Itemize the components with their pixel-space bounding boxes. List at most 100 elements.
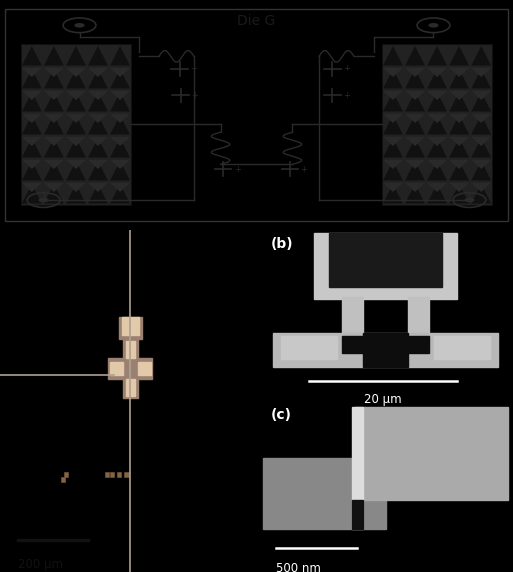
Polygon shape (110, 115, 130, 134)
Polygon shape (44, 184, 64, 204)
Polygon shape (427, 184, 447, 204)
Polygon shape (88, 138, 108, 157)
Bar (382, 43, 492, 205)
Polygon shape (471, 137, 491, 146)
Polygon shape (405, 91, 425, 100)
Polygon shape (66, 160, 86, 169)
Bar (64, 472, 68, 477)
Polygon shape (44, 183, 64, 192)
Polygon shape (427, 69, 447, 89)
Polygon shape (405, 69, 425, 89)
Polygon shape (66, 69, 86, 89)
Circle shape (38, 198, 49, 202)
Text: (a): (a) (10, 240, 32, 254)
Text: +: + (343, 91, 350, 100)
Polygon shape (405, 138, 425, 157)
Polygon shape (44, 114, 64, 123)
Polygon shape (22, 183, 42, 192)
Bar (123, 339, 138, 398)
Polygon shape (66, 138, 86, 157)
Bar (355, 407, 508, 500)
Polygon shape (427, 161, 447, 181)
Polygon shape (22, 184, 42, 204)
Polygon shape (44, 137, 64, 146)
Polygon shape (471, 160, 491, 169)
Polygon shape (471, 91, 491, 100)
Text: +: + (301, 165, 307, 173)
Polygon shape (22, 92, 42, 112)
Polygon shape (405, 92, 425, 112)
Polygon shape (449, 183, 469, 192)
Polygon shape (66, 183, 86, 192)
Text: 500 nm: 500 nm (276, 562, 321, 572)
Bar (116, 472, 121, 477)
Bar (263, 458, 386, 530)
Bar (126, 341, 135, 358)
Polygon shape (471, 46, 491, 66)
Text: 200 μm: 200 μm (18, 558, 63, 571)
Polygon shape (449, 92, 469, 112)
Bar (408, 336, 429, 353)
Polygon shape (449, 91, 469, 100)
Polygon shape (427, 68, 447, 77)
Polygon shape (88, 92, 108, 112)
Polygon shape (471, 184, 491, 204)
Polygon shape (383, 138, 403, 157)
Bar (138, 362, 151, 375)
Polygon shape (110, 68, 130, 77)
Polygon shape (44, 69, 64, 89)
Polygon shape (405, 137, 425, 146)
Text: (c): (c) (271, 408, 292, 422)
Polygon shape (405, 114, 425, 123)
Polygon shape (405, 160, 425, 169)
Circle shape (428, 23, 439, 27)
Bar (314, 233, 457, 299)
Polygon shape (66, 46, 86, 66)
Bar (108, 358, 152, 379)
Polygon shape (471, 161, 491, 181)
Polygon shape (449, 161, 469, 181)
Polygon shape (405, 115, 425, 134)
Polygon shape (427, 183, 447, 192)
Polygon shape (22, 69, 42, 89)
Polygon shape (383, 46, 403, 66)
Polygon shape (405, 161, 425, 181)
Polygon shape (66, 114, 86, 123)
Bar (105, 472, 109, 477)
Text: +: + (343, 65, 350, 73)
Polygon shape (449, 138, 469, 157)
Polygon shape (22, 46, 42, 66)
Polygon shape (66, 91, 86, 100)
Polygon shape (88, 91, 108, 100)
Polygon shape (427, 138, 447, 157)
Polygon shape (44, 160, 64, 169)
Polygon shape (449, 68, 469, 77)
Bar (352, 407, 363, 530)
Polygon shape (88, 115, 108, 134)
Bar (281, 336, 337, 359)
Polygon shape (449, 46, 469, 66)
Polygon shape (44, 68, 64, 77)
Polygon shape (427, 160, 447, 169)
Polygon shape (449, 137, 469, 146)
Polygon shape (66, 115, 86, 134)
Polygon shape (110, 184, 130, 204)
Polygon shape (471, 92, 491, 112)
Text: +: + (190, 65, 197, 73)
Bar (352, 500, 363, 530)
Polygon shape (110, 92, 130, 112)
Polygon shape (449, 160, 469, 169)
Bar (122, 317, 139, 335)
Polygon shape (22, 68, 42, 77)
Polygon shape (427, 91, 447, 100)
Polygon shape (88, 161, 108, 181)
Polygon shape (22, 161, 42, 181)
Polygon shape (383, 115, 403, 134)
Polygon shape (383, 184, 403, 204)
Polygon shape (383, 183, 403, 192)
Polygon shape (449, 114, 469, 123)
Polygon shape (22, 114, 42, 123)
Polygon shape (383, 92, 403, 112)
Bar (363, 333, 408, 367)
Polygon shape (110, 114, 130, 123)
